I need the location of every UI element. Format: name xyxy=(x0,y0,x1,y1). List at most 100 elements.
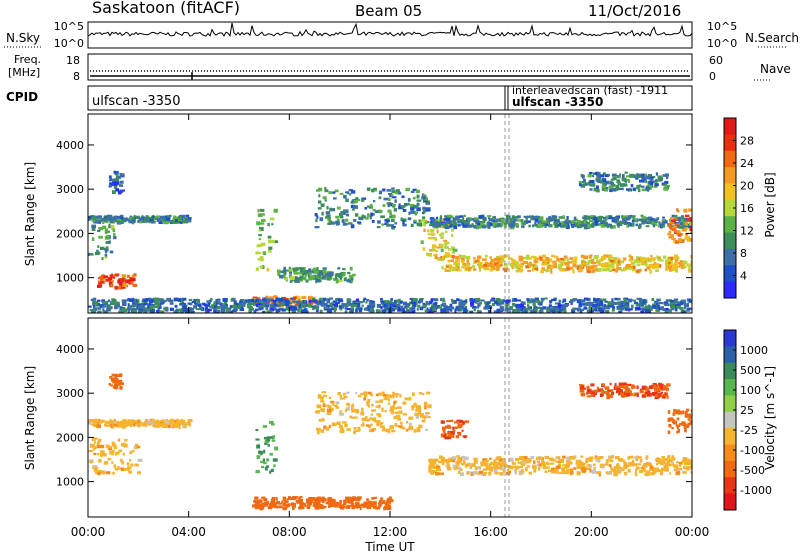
echo-cell xyxy=(624,465,629,468)
echo-cell xyxy=(645,225,650,228)
echo-cell xyxy=(614,187,620,191)
echo-cell xyxy=(384,222,387,225)
echo-cell xyxy=(92,438,97,441)
echo-cell xyxy=(496,466,501,469)
echo-cell xyxy=(350,502,355,507)
echo-cell xyxy=(528,471,532,475)
echo-cell xyxy=(383,197,389,201)
echo-cell xyxy=(557,219,560,223)
echo-cell xyxy=(624,389,630,393)
echo-cell xyxy=(262,425,268,428)
echo-cell xyxy=(686,238,690,242)
echo-cell xyxy=(461,220,467,224)
echo-cell xyxy=(687,307,692,310)
echo-cell xyxy=(351,416,354,419)
echo-cell xyxy=(377,413,382,418)
echo-cell xyxy=(448,433,451,437)
echo-cell xyxy=(129,450,133,455)
echo-cell xyxy=(557,310,562,313)
echo-cell xyxy=(375,393,380,397)
echo-cell xyxy=(438,243,442,247)
echo-cell xyxy=(493,262,498,267)
echo-cell xyxy=(677,216,681,221)
echo-cell xyxy=(548,224,553,228)
echo-cell xyxy=(650,384,655,389)
echo-cell xyxy=(114,274,119,277)
echo-cell xyxy=(262,310,266,313)
echo-cell xyxy=(450,223,454,226)
echo-cell xyxy=(205,304,208,309)
echo-cell xyxy=(326,300,330,304)
echo-cell xyxy=(263,461,267,465)
colorbar-tick-label: -100 xyxy=(740,444,765,457)
echo-cell xyxy=(652,304,656,309)
echo-cell xyxy=(598,472,601,477)
echo-cell xyxy=(425,428,428,431)
echo-cell xyxy=(601,216,604,219)
echo-cell xyxy=(684,414,689,418)
echo-cell xyxy=(636,184,640,188)
echo-cell xyxy=(469,310,474,313)
echo-cell xyxy=(350,498,356,501)
echo-cell xyxy=(458,255,463,259)
echo-cell xyxy=(458,432,462,435)
echo-cell xyxy=(596,172,601,176)
echo-cell xyxy=(630,214,633,218)
echo-cell xyxy=(334,303,338,308)
echo-cell xyxy=(544,224,547,228)
echo-cell xyxy=(301,309,306,313)
echo-cell xyxy=(588,267,591,272)
echo-cell xyxy=(191,301,195,303)
echo-cell xyxy=(428,458,432,463)
echo-cell xyxy=(479,470,484,474)
echo-cell xyxy=(383,304,388,308)
echo-cell xyxy=(401,427,406,430)
echo-cell xyxy=(534,260,539,263)
echo-cell xyxy=(434,218,437,223)
echo-cell xyxy=(326,206,329,210)
echo-cell xyxy=(456,215,460,218)
echo-cell xyxy=(422,216,426,220)
echo-cell xyxy=(98,419,101,422)
echo-cell xyxy=(321,211,324,216)
echo-cell xyxy=(335,406,340,409)
echo-cell xyxy=(335,298,339,301)
echo-cell xyxy=(328,272,334,277)
echo-cell xyxy=(334,505,338,508)
echo-cell xyxy=(516,266,521,270)
echo-cell xyxy=(414,412,419,416)
echo-cell xyxy=(657,469,662,473)
echo-cell xyxy=(462,263,466,266)
echo-cell xyxy=(464,305,467,309)
echo-cell xyxy=(521,301,526,305)
echo-cell xyxy=(399,394,402,398)
echo-cell xyxy=(457,220,463,224)
echo-cell xyxy=(671,457,674,460)
echo-cell xyxy=(259,222,265,225)
echo-cell xyxy=(449,224,453,227)
echo-cell xyxy=(239,300,243,303)
echo-cell xyxy=(515,458,519,461)
echo-cell xyxy=(668,472,672,475)
echo-cell xyxy=(596,471,599,475)
echo-cell xyxy=(625,188,630,191)
echo-cell xyxy=(518,255,523,259)
echo-cell xyxy=(347,271,351,275)
echo-cell xyxy=(468,267,471,272)
echo-cell xyxy=(450,435,455,438)
echo-cell xyxy=(92,307,97,311)
echo-cell xyxy=(526,465,531,468)
echo-cell xyxy=(423,401,428,406)
echo-cell xyxy=(512,298,518,302)
echo-cell xyxy=(600,224,606,228)
echo-cell xyxy=(295,300,300,303)
echo-cell xyxy=(427,405,430,408)
echo-cell xyxy=(658,221,661,224)
echo-cell xyxy=(450,419,454,422)
echo-cell xyxy=(143,309,148,313)
colorbar-swatch xyxy=(724,232,736,250)
echo-cell xyxy=(679,463,682,467)
echo-cell xyxy=(682,459,687,463)
echo-cell xyxy=(92,423,98,427)
echo-cell xyxy=(670,463,673,466)
